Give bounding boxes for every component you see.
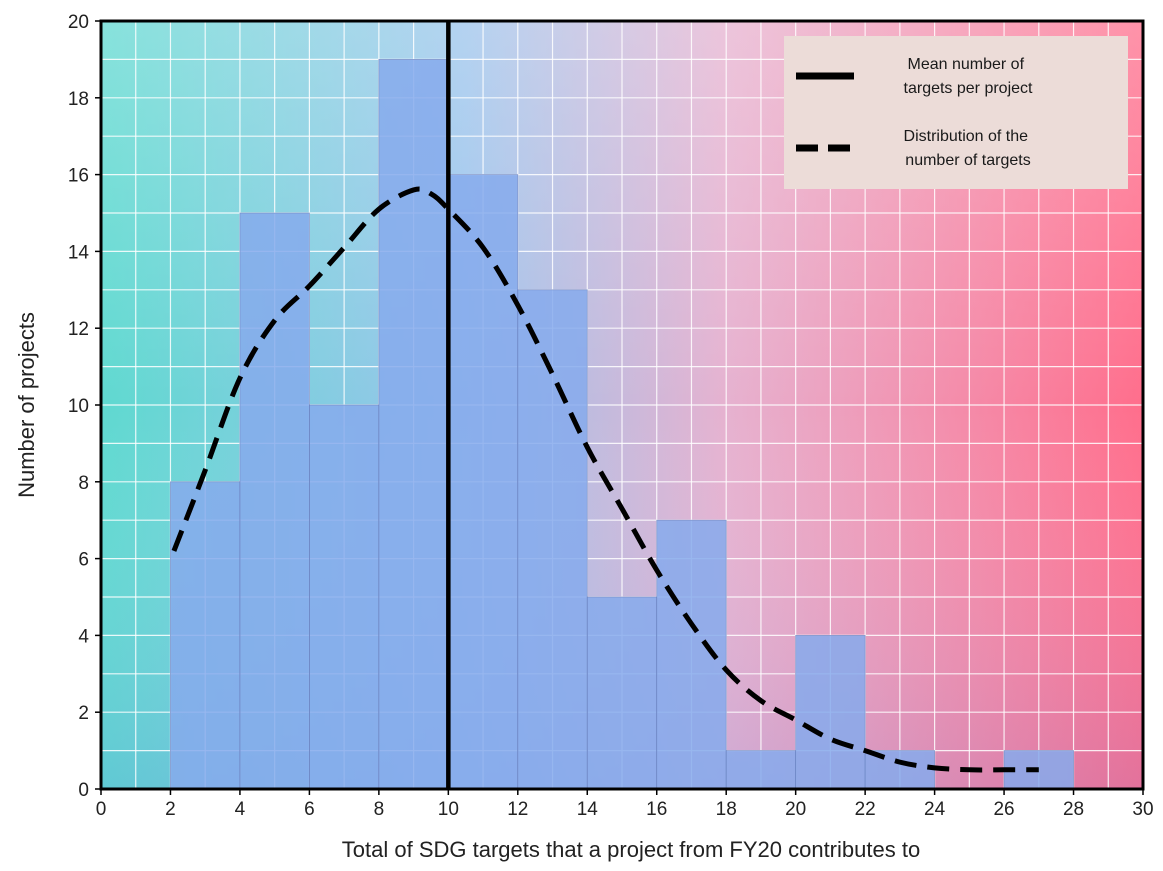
x-tick-label: 28 [1063, 799, 1084, 820]
y-tick-label: 20 [68, 12, 89, 33]
y-tick-label: 14 [68, 242, 90, 263]
histogram-bar [586, 596, 658, 790]
distribution-curve-layer [171, 186, 1039, 773]
histogram-bar [517, 289, 588, 790]
x-tick-label: 2 [165, 799, 176, 820]
histogram-bar [447, 174, 519, 790]
x-tick-label: 16 [646, 799, 667, 820]
x-tick-label: 26 [993, 799, 1014, 820]
histogram-bar [725, 750, 797, 790]
legend-mean-label-line1: Mean number of [908, 56, 1025, 73]
y-axis-title: Number of projects [14, 312, 39, 498]
svg-text:Distribution of the numb: Distribution of the number of targets [904, 128, 1033, 169]
x-tick-label: 12 [507, 799, 528, 820]
y-tick-label: 12 [68, 319, 89, 340]
legend-distribution-label-line2: number of targets [905, 152, 1030, 169]
y-tick-label: 2 [78, 703, 89, 724]
x-tick-label: 30 [1132, 799, 1153, 820]
histogram-bar [170, 481, 241, 790]
histogram-bar [795, 635, 866, 790]
x-tick-label: 0 [96, 799, 107, 820]
x-tick-label: 22 [855, 799, 876, 820]
y-tick-label: 0 [78, 780, 89, 801]
histogram-bar [378, 59, 449, 790]
x-axis-ticks: 0 2 4 6 8 10 12 14 16 18 20 22 24 26 28 30 [96, 789, 1154, 820]
y-tick-label: 10 [68, 396, 89, 417]
x-tick-label: 20 [785, 799, 806, 820]
x-tick-label: 4 [235, 799, 246, 820]
distribution-curve [171, 186, 1039, 773]
legend: Mean number of targets per project Distr… [784, 36, 1128, 189]
y-axis-ticks: 0 2 4 6 8 10 12 14 16 18 20 [68, 12, 101, 801]
x-tick-label: 6 [304, 799, 315, 820]
x-tick-label: 8 [374, 799, 385, 820]
x-axis-title: Total of SDG targets that a project from… [342, 837, 920, 862]
legend-mean-label-line2: targets per project [904, 80, 1034, 97]
x-tick-label: 18 [716, 799, 737, 820]
y-tick-label: 8 [78, 473, 89, 494]
histogram-bar [308, 404, 380, 790]
x-tick-label: 14 [577, 799, 599, 820]
x-tick-label: 10 [438, 799, 459, 820]
x-tick-label: 24 [924, 799, 946, 820]
histogram-bar [239, 212, 310, 790]
y-tick-label: 4 [78, 626, 89, 647]
y-tick-label: 6 [78, 550, 89, 571]
legend-box [784, 36, 1128, 189]
y-tick-label: 16 [68, 166, 89, 187]
svg-text:Mean number of targets p: Mean number of targets per project [904, 56, 1034, 97]
legend-distribution-label-line1: Distribution of the [904, 128, 1029, 145]
y-tick-label: 18 [68, 89, 89, 110]
